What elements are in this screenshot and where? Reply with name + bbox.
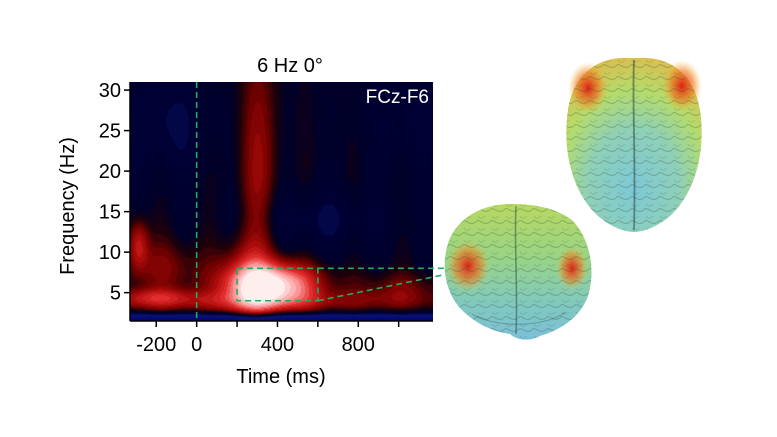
- brain-top-view: [566, 57, 702, 232]
- y-tick-label: 25: [99, 121, 121, 143]
- x-tick-label: -200: [136, 334, 176, 356]
- channel-label: FCz-F6: [366, 87, 429, 108]
- y-tick-label: 20: [99, 161, 121, 183]
- x-axis-label: Time (ms): [236, 366, 325, 388]
- axes: 5 10 15 20 25 30 -200 0 400 800: [99, 80, 433, 356]
- x-tick-label: 0: [191, 334, 202, 356]
- x-tick-label: 800: [342, 334, 375, 356]
- y-tick-label: 10: [99, 242, 121, 264]
- y-tick-label: 15: [99, 202, 121, 224]
- time-frequency-heatmap: [130, 82, 433, 321]
- spectrogram-plot: FCz-F6: [130, 82, 433, 321]
- y-axis-label: Frequency (Hz): [57, 137, 79, 275]
- roi-box: [236, 267, 319, 302]
- chart-title: 6 Hz 0°: [257, 55, 323, 77]
- y-ticks: 5 10 15 20 25 30: [99, 80, 130, 305]
- brain-front-view: [444, 204, 592, 340]
- roi-projection-line-lower: [317, 273, 447, 302]
- x-ticks: -200 0 400 800: [136, 321, 400, 356]
- y-tick-label: 30: [99, 80, 121, 102]
- y-tick-label: 5: [110, 283, 121, 305]
- x-tick-label: 400: [261, 334, 294, 356]
